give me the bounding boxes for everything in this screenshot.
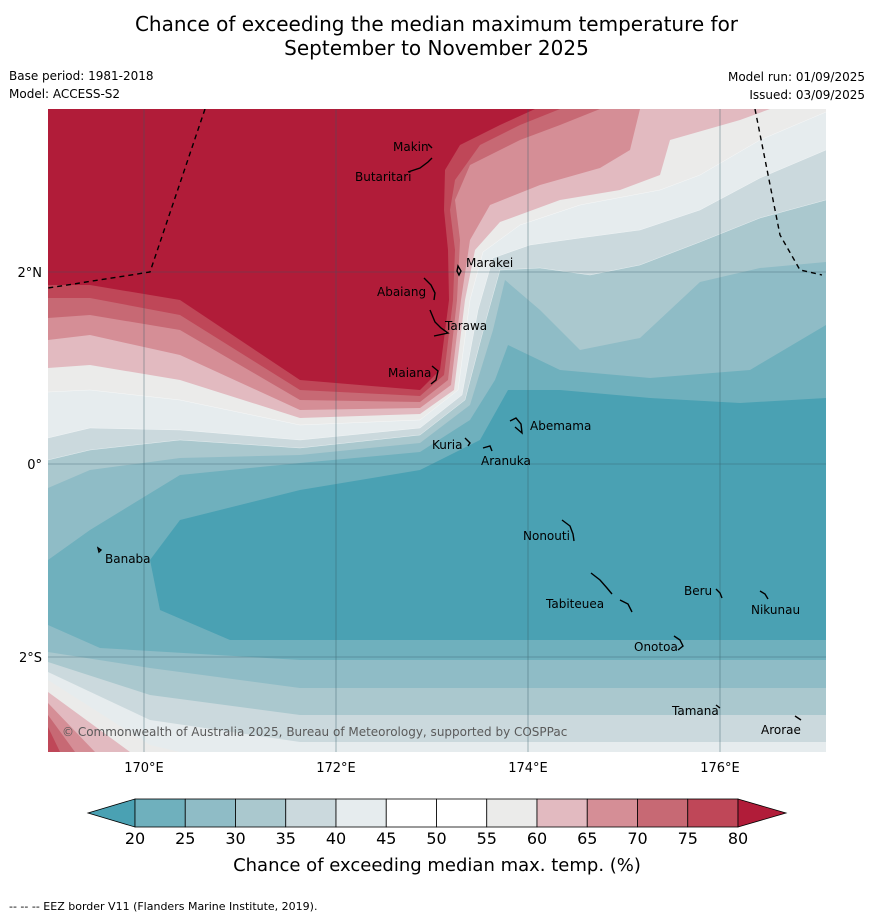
- colorbar-tick-label: 45: [376, 829, 396, 848]
- label-nonouti: Nonouti: [523, 529, 570, 543]
- colorbar-tick-label: 50: [426, 829, 446, 848]
- label-tabiteuea: Tabiteuea: [545, 597, 604, 611]
- abemama-outline: [509, 417, 523, 435]
- colorbar-label: Chance of exceeding median max. temp. (%…: [233, 855, 641, 876]
- label-arorae: Arorae: [761, 723, 801, 737]
- colorbar-segment: [436, 798, 488, 828]
- colorbar-tick-label: 25: [175, 829, 195, 848]
- label-banaba: Banaba: [105, 552, 151, 566]
- colorbar: 20 25 30 35 40 45 50 55 60 65 70 75 80: [86, 798, 788, 848]
- maiana-outline: [430, 365, 439, 385]
- graticule: [48, 109, 826, 752]
- nonouti-outline: [561, 519, 575, 542]
- label-beru: Beru: [684, 584, 712, 598]
- probability-field: [48, 109, 826, 752]
- abaiang-outline: [423, 277, 436, 301]
- eez-border: [48, 109, 823, 289]
- aranuka-outline: [482, 445, 493, 452]
- colorbar-tick-label: 55: [477, 829, 497, 848]
- issued-date: Issued: 03/09/2025: [749, 88, 865, 102]
- lat-tick-2s: 2°S: [19, 651, 42, 666]
- colorbar-segment: [335, 798, 387, 828]
- colorbar-tick-label: 20: [125, 829, 145, 848]
- onotoa-outline: [673, 635, 684, 651]
- label-tamana: Tamana: [671, 704, 719, 718]
- title-line-1: Chance of exceeding the median maximum t…: [134, 12, 739, 36]
- lon-tick-170: 170°E: [124, 761, 164, 776]
- beru-outline: [715, 588, 723, 599]
- butaritari-outline: [407, 157, 433, 173]
- label-butaritari: Butaritari: [355, 170, 412, 184]
- nikunau-outline: [759, 590, 769, 600]
- colorbar-segment: [586, 798, 638, 828]
- copyright-notice: © Commonwealth of Australia 2025, Bureau…: [62, 725, 567, 739]
- colorbar-segment: [285, 798, 337, 828]
- label-kuria: Kuria: [432, 438, 463, 452]
- tabiteuea-outline: [590, 572, 633, 613]
- colorbar-segment: [385, 798, 437, 828]
- forecast-map: Makin Butaritari Marakei Abaiang Tarawa …: [18, 109, 826, 876]
- lat-tick-2n: 2°N: [18, 266, 43, 281]
- colorbar-segment: [486, 798, 538, 828]
- colorbar-segment: [536, 798, 588, 828]
- lon-tick-174: 174°E: [508, 761, 548, 776]
- label-nikunau: Nikunau: [751, 603, 800, 617]
- label-onotoa: Onotoa: [634, 640, 678, 654]
- colorbar-tick-label: 35: [276, 829, 296, 848]
- lon-tick-172: 172°E: [316, 761, 356, 776]
- base-period: Base period: 1981-2018: [9, 69, 154, 83]
- contour-lines: [48, 111, 826, 461]
- model-run: Model run: 01/09/2025: [727, 70, 865, 84]
- label-aranuka: Aranuka: [481, 454, 531, 468]
- eez-footnote: -- -- -- EEZ border V11 (Flanders Marine…: [9, 900, 318, 913]
- chart-title: Chance of exceeding the median maximum t…: [0, 12, 873, 60]
- kuria-outline: [464, 437, 471, 447]
- colorbar-tick-label: 70: [627, 829, 647, 848]
- colorbar-extend-low: [86, 798, 136, 828]
- colorbar-tick-label: 75: [678, 829, 698, 848]
- label-makin: Makin: [393, 140, 429, 154]
- label-abemama: Abemama: [530, 419, 591, 433]
- colorbar-segment: [235, 798, 287, 828]
- makin-outline: [427, 143, 433, 149]
- label-marakei: Marakei: [466, 256, 513, 270]
- colorbar-segment: [134, 798, 186, 828]
- colorbar-tick-label: 80: [728, 829, 748, 848]
- label-tarawa: Tarawa: [444, 319, 487, 333]
- tamana-outline: [715, 704, 721, 709]
- lat-tick-0: 0°: [27, 458, 42, 473]
- banaba-outline: [96, 546, 103, 554]
- label-maiana: Maiana: [388, 366, 431, 380]
- colorbar-tick-label: 65: [577, 829, 597, 848]
- colorbar-tick-label: 40: [326, 829, 346, 848]
- title-line-2: September to November 2025: [284, 36, 589, 60]
- tarawa-outline: [429, 309, 450, 337]
- colorbar-segment: [637, 798, 689, 828]
- model-name: Model: ACCESS-S2: [9, 87, 121, 101]
- lon-tick-176: 176°E: [700, 761, 740, 776]
- island-labels: Makin Butaritari Marakei Abaiang Tarawa …: [105, 140, 801, 737]
- band-above-80: [48, 109, 535, 752]
- marakei-outline: [456, 264, 462, 277]
- colorbar-segment: [687, 798, 739, 828]
- island-outlines: [96, 143, 802, 721]
- colorbar-segment: [184, 798, 236, 828]
- colorbar-tick-label: 30: [225, 829, 245, 848]
- colorbar-extend-high: [737, 798, 788, 828]
- axis-tick-labels: 170°E 172°E 174°E 176°E 2°N 0° 2°S: [18, 266, 740, 776]
- colorbar-tick-label: 60: [527, 829, 547, 848]
- arorae-outline: [794, 715, 802, 721]
- label-abaiang: Abaiang: [377, 285, 426, 299]
